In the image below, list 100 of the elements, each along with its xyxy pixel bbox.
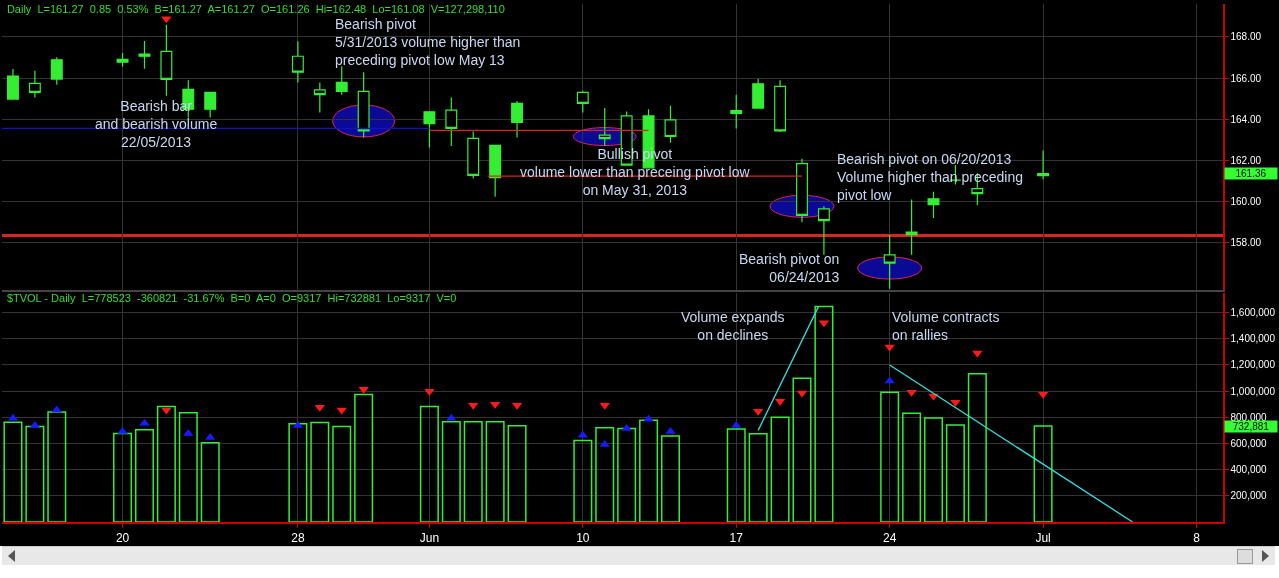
bar — [178, 412, 198, 522]
candlestick — [50, 56, 63, 86]
candlestick — [445, 96, 458, 147]
y-tick-label: 200,000 — [1230, 490, 1268, 502]
point — [446, 413, 457, 421]
bar — [47, 411, 67, 522]
bar — [639, 419, 659, 522]
point — [621, 423, 632, 431]
bar — [3, 421, 23, 522]
candlestick — [730, 94, 743, 130]
candlestick — [511, 100, 524, 139]
y-tick-label: 1,600,000 — [1230, 307, 1276, 319]
x-tick-label: 20 — [115, 530, 130, 545]
candlestick — [291, 40, 304, 83]
x-tick-label: Jul — [1035, 530, 1051, 545]
bar — [134, 429, 154, 522]
bar — [595, 427, 615, 522]
bar — [113, 432, 133, 522]
x-tick-label: Jun — [419, 530, 440, 545]
candlestick — [774, 79, 787, 133]
bar — [200, 441, 220, 522]
bar — [792, 377, 812, 522]
chart-title: Daily L=161.27 0.85 0.53% B=161.27 A=161.27 O=161.26 Hi=162.48 Lo=161.08 V=127,298,110 — [6, 2, 505, 15]
annotation: Bearish pivot on 06/24/2013 — [739, 251, 840, 286]
x-tick-label: 28 — [291, 530, 305, 545]
point — [643, 414, 654, 422]
candlestick — [598, 107, 611, 147]
text: 161.36 — [1235, 168, 1267, 179]
y-tick-label: 160.00 — [1230, 196, 1262, 208]
bar — [880, 391, 900, 522]
x-tick-label: 24 — [882, 530, 897, 545]
point — [731, 420, 742, 428]
bar — [156, 405, 176, 522]
bar — [485, 421, 505, 522]
candlestick — [489, 144, 502, 198]
candlestick — [927, 191, 940, 219]
bar — [967, 373, 987, 522]
bar — [310, 421, 330, 522]
chart-title: $TVOL - Daily L=778523 -360821 -31.67% B=0 A=0 O=9317 Hi=732881 Lo=9317 V=0 — [6, 291, 457, 304]
bar — [288, 422, 308, 522]
bar — [770, 416, 790, 522]
y-tick-label: 1,400,000 — [1230, 333, 1276, 345]
bar — [617, 427, 637, 522]
y-tick-label: 158.00 — [1230, 237, 1262, 249]
bar — [814, 305, 834, 522]
candlestick — [467, 130, 480, 180]
y-tick-label: 400,000 — [1230, 464, 1268, 476]
candlestick — [576, 90, 589, 114]
y-tick-label: 168.00 — [1230, 31, 1262, 43]
candlestick — [6, 68, 19, 100]
bar — [441, 421, 461, 522]
bar — [748, 433, 768, 522]
candlestick — [1037, 149, 1050, 180]
point — [424, 388, 435, 396]
point — [906, 389, 917, 397]
point — [205, 432, 216, 440]
candlestick — [138, 40, 151, 70]
y-tick-label: 166.00 — [1230, 72, 1262, 84]
y-tick-label: 164.00 — [1230, 113, 1262, 125]
point — [139, 418, 150, 426]
bar — [726, 428, 746, 522]
candlestick — [796, 158, 808, 223]
bar — [332, 425, 352, 522]
point — [358, 386, 369, 394]
candlestick — [116, 52, 129, 68]
y-tick-label: 1,000,000 — [1230, 385, 1276, 397]
bar — [25, 425, 45, 522]
bar — [354, 393, 374, 522]
candlestick — [313, 81, 326, 114]
bar — [1033, 425, 1053, 522]
bar — [923, 417, 944, 522]
point — [665, 426, 676, 434]
candlestick — [423, 110, 436, 149]
x-tick-label: 17 — [729, 530, 744, 545]
bar — [463, 421, 483, 522]
y-tick-label: 1,200,000 — [1230, 359, 1276, 371]
annotation: Volume expands on declines — [681, 309, 785, 344]
candlestick — [28, 70, 41, 99]
candlestick — [357, 71, 370, 139]
point — [336, 407, 347, 415]
point — [117, 426, 128, 434]
bar — [419, 405, 439, 522]
text: 732,881 — [1232, 421, 1270, 432]
candlestick — [664, 105, 677, 144]
x-tick-label: 10 — [576, 530, 590, 545]
bar — [573, 439, 593, 522]
point — [183, 428, 194, 436]
candlestick — [160, 24, 173, 97]
bar — [902, 412, 922, 522]
annotation: Bearish pivot 5/31/2013 volume higher than preceding pivot low May 13 — [335, 16, 521, 69]
bar — [660, 435, 681, 522]
y-tick-label: 162.00 — [1230, 154, 1262, 166]
annotation: Volume contracts on rallies — [892, 309, 1000, 344]
candlestick — [905, 198, 918, 256]
candlestick — [752, 78, 765, 109]
y-tick-label: 800,000 — [1230, 411, 1268, 423]
x-tick-label: 8 — [1193, 530, 1201, 545]
point — [161, 407, 172, 415]
candlestick — [204, 91, 217, 119]
bar — [507, 425, 527, 522]
